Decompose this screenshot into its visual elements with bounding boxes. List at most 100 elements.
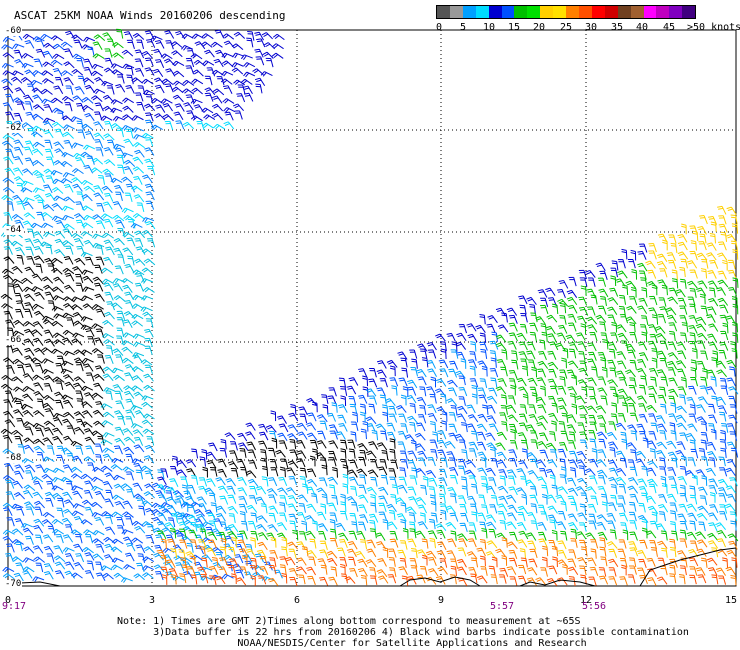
- wind-barb: [116, 28, 124, 39]
- wind-barb: [210, 41, 223, 48]
- wind-barb: [32, 422, 45, 429]
- wind-barb: [121, 346, 133, 354]
- wind-barb: [142, 174, 153, 183]
- wind-barb: [271, 52, 284, 59]
- wind-barb: [73, 515, 84, 525]
- wind-barb: [203, 114, 216, 120]
- wind-barb: [730, 240, 738, 251]
- wind-barb: [191, 78, 204, 85]
- wind-barb: [122, 284, 133, 293]
- wind-barb: [71, 296, 84, 302]
- wind-barb: [103, 147, 114, 156]
- wind-barb: [698, 241, 707, 251]
- wind-barb: [127, 255, 135, 266]
- wind-barb: [578, 269, 587, 280]
- wind-barb: [35, 427, 45, 437]
- wind-barb: [115, 84, 126, 93]
- wind-barb: [53, 276, 65, 285]
- wind-barb: [62, 312, 75, 319]
- wind-barb: [62, 228, 73, 237]
- wind-barb: [12, 409, 24, 418]
- wind-barb: [50, 169, 63, 176]
- wind-barb: [71, 510, 84, 517]
- wind-barb: [122, 428, 134, 436]
- wind-barb: [22, 570, 33, 579]
- wind-barb: [73, 411, 85, 419]
- wind-barb: [681, 223, 687, 235]
- wind-barb: [43, 375, 55, 383]
- wind-barb: [91, 476, 104, 483]
- wind-barb: [190, 115, 203, 122]
- wind-barb: [24, 464, 36, 473]
- colorbar-segment: [527, 6, 541, 18]
- wind-barb: [84, 506, 94, 516]
- wind-barb: [211, 95, 223, 104]
- wind-barb: [144, 147, 155, 156]
- wind-barb: [136, 202, 145, 212]
- wind-barb: [106, 85, 115, 95]
- wind-barb: [52, 178, 65, 185]
- wind-barb: [677, 233, 688, 243]
- wind-barb: [112, 115, 125, 122]
- wind-barb: [42, 61, 55, 68]
- wind-barb: [155, 570, 164, 581]
- colorbar-label-5: 5: [460, 22, 467, 33]
- wind-barb: [62, 547, 75, 553]
- wind-barb: [186, 110, 196, 120]
- wind-barb: [568, 276, 577, 287]
- wind-barb: [193, 59, 206, 67]
- wind-barb: [630, 249, 637, 261]
- wind-barb: [90, 95, 103, 102]
- wind-barb: [23, 94, 34, 103]
- wind-barb: [52, 67, 63, 77]
- wind-barb: [63, 223, 75, 230]
- wind-barb: [11, 429, 24, 437]
- wind-barb: [62, 464, 73, 473]
- wind-barb: [121, 124, 134, 131]
- wind-barb: [132, 341, 145, 348]
- wind-barb: [1, 78, 13, 86]
- colorbar-segment: [501, 6, 515, 18]
- wind-barb: [11, 240, 23, 247]
- wind-barb: [231, 62, 244, 68]
- wind-barb: [597, 277, 607, 287]
- wind-barb: [14, 219, 25, 229]
- wind-barb: [35, 174, 45, 183]
- wind-barb: [125, 516, 134, 526]
- wind-barb: [87, 462, 96, 472]
- wind-barb: [144, 345, 153, 355]
- wind-barb: [123, 31, 134, 40]
- wind-barb: [154, 77, 165, 86]
- wind-barb: [24, 101, 33, 111]
- wind-barb: [112, 201, 123, 210]
- wind-barb: [54, 248, 66, 257]
- wind-barb: [32, 238, 44, 247]
- wind-barb: [622, 284, 629, 296]
- wind-barb: [94, 293, 105, 302]
- wind-barb: [246, 37, 254, 48]
- wind-barb: [126, 488, 135, 499]
- wind-barb: [141, 267, 154, 275]
- wind-barb: [101, 278, 114, 285]
- wind-barb: [53, 141, 65, 150]
- wind-barb: [116, 127, 124, 138]
- wind-barb: [103, 311, 115, 320]
- wind-barb: [130, 405, 143, 411]
- wind-barb: [240, 78, 253, 85]
- wind-barb: [31, 113, 44, 120]
- wind-barb: [102, 453, 114, 462]
- wind-barb: [651, 284, 658, 296]
- wind-barb: [132, 156, 144, 165]
- wind-barb: [32, 94, 44, 103]
- wind-barb: [44, 338, 55, 347]
- wind-barb: [625, 280, 637, 289]
- wind-barb: [52, 417, 63, 426]
- wind-barb: [113, 374, 125, 382]
- wind-barb: [112, 278, 125, 284]
- wind-barb: [243, 71, 256, 78]
- wind-barb: [136, 39, 145, 49]
- wind-barb: [104, 514, 113, 525]
- wind-barb: [233, 79, 246, 86]
- wind-barb: [130, 223, 143, 229]
- wind-barb: [3, 256, 15, 264]
